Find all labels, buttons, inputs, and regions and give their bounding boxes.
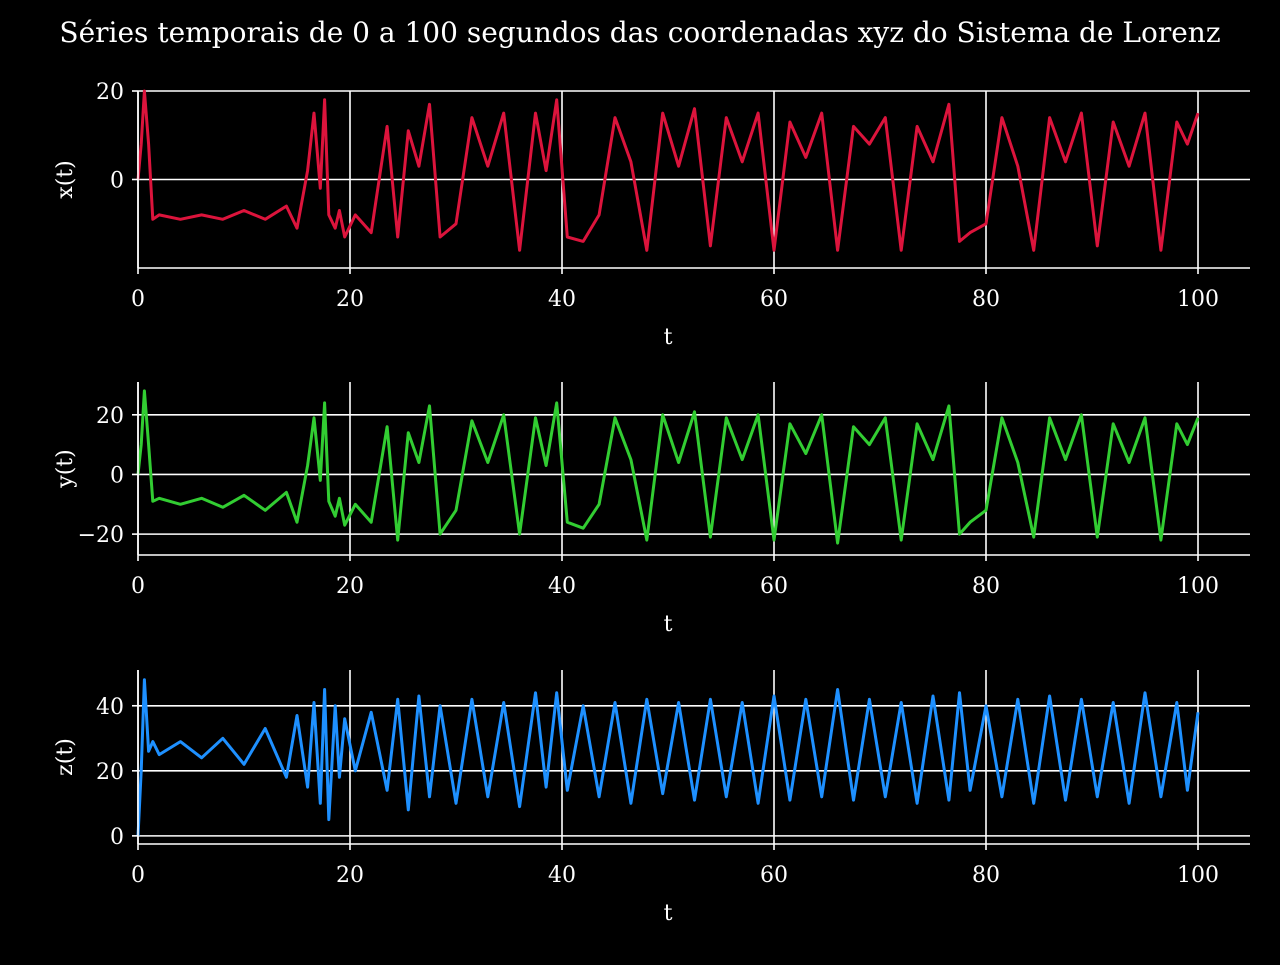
x-axis-label: t bbox=[664, 612, 673, 637]
y-tick-label: 0 bbox=[110, 463, 124, 488]
subplot-3: 0 20 40 60 80 100 0 20 40 t z(t) bbox=[53, 670, 1250, 926]
x-tick-label: 80 bbox=[972, 287, 1000, 312]
y-tick-label: 20 bbox=[96, 80, 124, 105]
y-tick-label: 20 bbox=[96, 760, 124, 785]
figure-title: Séries temporais de 0 a 100 segundos das… bbox=[59, 16, 1220, 49]
x-tick-label: 60 bbox=[760, 574, 788, 599]
x-tick-label: 0 bbox=[131, 574, 145, 599]
x-tick-label: 100 bbox=[1177, 863, 1219, 888]
x-tick-label: 40 bbox=[548, 863, 576, 888]
x-tick-label: 60 bbox=[760, 863, 788, 888]
x-tick-label: 20 bbox=[336, 574, 364, 599]
subplot-1: 0 20 40 60 80 100 0 20 t x(t) bbox=[53, 80, 1250, 350]
x-tick-label: 20 bbox=[336, 287, 364, 312]
x-tick-label: 100 bbox=[1177, 287, 1219, 312]
series-line bbox=[136, 389, 1200, 545]
x-tick-label: 0 bbox=[131, 863, 145, 888]
y-axis-label: x(t) bbox=[53, 160, 78, 198]
y-axis-label: z(t) bbox=[53, 738, 78, 776]
x-tick-label: 80 bbox=[972, 863, 1000, 888]
y-tick-label: −20 bbox=[78, 523, 124, 548]
series-line bbox=[136, 678, 1200, 836]
x-axis-label: t bbox=[664, 901, 673, 926]
x-axis-label: t bbox=[664, 325, 673, 350]
x-tick-label: 20 bbox=[336, 863, 364, 888]
series-line bbox=[136, 89, 1200, 252]
y-axis-label: y(t) bbox=[53, 449, 78, 488]
x-tick-label: 80 bbox=[972, 574, 1000, 599]
y-tick-label: 40 bbox=[96, 695, 124, 720]
x-tick-label: 40 bbox=[548, 287, 576, 312]
subplots: 0 20 40 60 80 100 0 20 t x(t) 0 20 40 60 80 100 −20 0 20 t y… bbox=[53, 80, 1250, 926]
y-tick-label: 20 bbox=[96, 404, 124, 429]
x-tick-label: 0 bbox=[131, 287, 145, 312]
y-tick-label: 0 bbox=[110, 169, 124, 194]
x-tick-label: 40 bbox=[548, 574, 576, 599]
x-tick-label: 100 bbox=[1177, 574, 1219, 599]
subplot-2: 0 20 40 60 80 100 −20 0 20 t y(t) bbox=[53, 382, 1250, 637]
x-tick-label: 60 bbox=[760, 287, 788, 312]
y-tick-label: 0 bbox=[110, 825, 124, 850]
